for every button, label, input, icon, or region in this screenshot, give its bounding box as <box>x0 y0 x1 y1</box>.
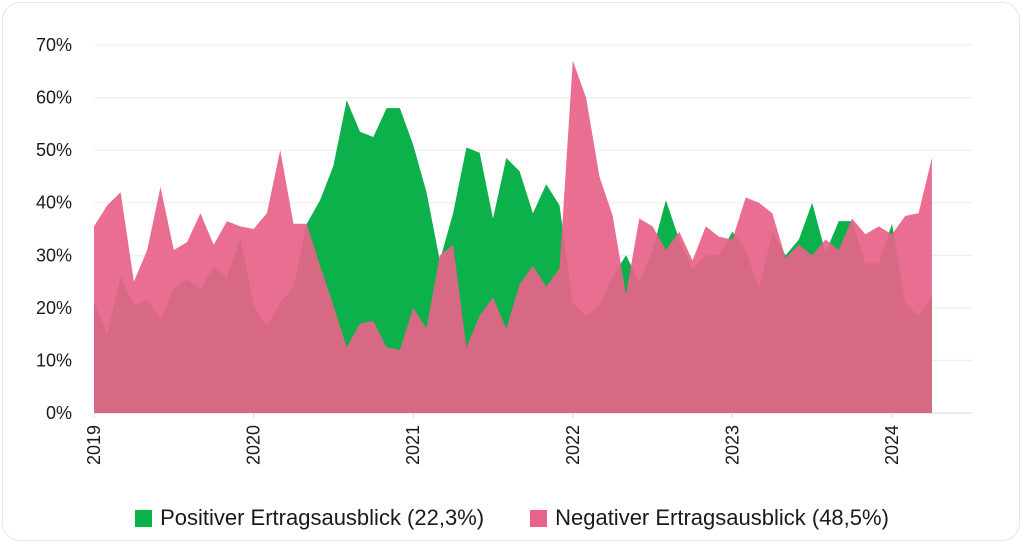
y-axis-ticks: 0% 10% 20% 30% 40% 50% 60% 70% <box>36 35 72 423</box>
x-tick-label: 2024 <box>882 425 902 465</box>
x-tick-label: 2021 <box>403 425 423 465</box>
legend-swatch-positive <box>135 509 153 527</box>
y-tick-label: 70% <box>36 35 72 55</box>
x-tick-label: 2020 <box>244 425 264 465</box>
x-tick-label: 2019 <box>84 425 104 465</box>
y-tick-label: 50% <box>36 140 72 160</box>
negative-series-area[interactable] <box>94 60 932 414</box>
legend: Positiver Ertragsausblick (22,3%) Negati… <box>0 500 1024 536</box>
y-tick-label: 10% <box>36 350 72 370</box>
y-tick-label: 40% <box>36 193 72 213</box>
area-chart: 0% 10% 20% 30% 40% 50% 60% 70% 2019 2020 2021 2022… <box>36 35 972 465</box>
legend-label-positive: Positiver Ertragsausblick (22,3%) <box>160 505 485 530</box>
series-areas <box>94 60 932 414</box>
legend-label-negative: Negativer Ertragsausblick (48,5%) <box>555 505 889 530</box>
legend-swatch-negative <box>530 509 548 527</box>
x-tick-label: 2022 <box>563 425 583 465</box>
x-tick-label: 2023 <box>722 425 742 465</box>
y-tick-label: 30% <box>36 245 72 265</box>
y-tick-label: 60% <box>36 88 72 108</box>
legend-item-positive[interactable]: Positiver Ertragsausblick (22,3%) <box>135 505 484 531</box>
y-tick-label: 20% <box>36 298 72 318</box>
legend-item-negative[interactable]: Negativer Ertragsausblick (48,5%) <box>530 505 889 531</box>
x-axis-ticks: 2019 2020 2021 2022 2023 2024 <box>84 413 902 465</box>
y-tick-label: 0% <box>46 403 72 423</box>
